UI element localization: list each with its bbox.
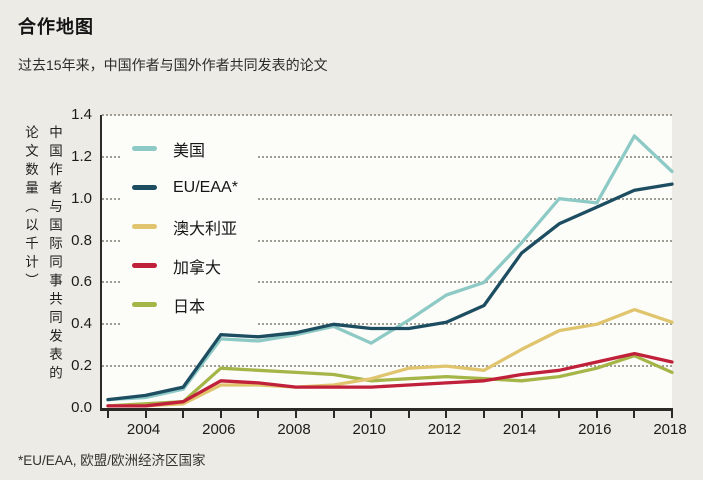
line-美国 [106,134,674,402]
x-tick-2010 [370,408,373,418]
x-tick-2013 [483,408,485,418]
legend-label: 日本 [173,298,206,316]
x-tick-2012 [445,408,448,418]
gridline-0.2 [102,365,672,368]
x-tick-label-2008: 2008 [277,421,311,438]
y-tick-label-1.2: 1.2 [71,147,92,165]
x-tick-label-2016: 2016 [578,421,612,438]
legend-label: 澳大利亚 [173,220,238,238]
chart-subtitle: 过去15年来，中国作者与国外作者共同发表的论文 [18,57,328,73]
x-tick-2015 [558,408,561,418]
gridline-0.8 [102,239,672,242]
x-tick-2017 [633,408,636,418]
y-tick-label-1.0: 1.0 [71,189,92,207]
x-tick-label-2010: 2010 [352,421,386,438]
legend-label: 美国 [173,142,206,160]
legend-label: 加拿大 [173,259,222,277]
legend-item-美国: 美国 [132,129,238,168]
y-tick-label-0.0: 0.0 [71,399,92,416]
x-tick-2008 [295,408,297,418]
legend-swatch-icon [132,302,157,307]
legend-item-加拿大: 加拿大 [132,246,238,285]
x-tick-2003 [107,408,109,418]
legend-swatch-icon [132,185,157,190]
legend-label: EU/EAA* [173,178,238,196]
x-tick-2006 [219,408,222,418]
line-日本 [106,354,674,408]
chart-area: 中国作者与国际同事共同发表的论文数量（以千计） 0.0 0.2 0.4 0.6 0.8 1… [0,105,703,450]
x-tick-label-2018: 2018 [653,421,687,438]
legend-item-EU/EAA*: EU/EAA* [132,168,238,207]
y-tick-label-0.2: 0.2 [71,357,92,375]
x-tick-2005 [182,408,185,418]
x-tick-2009 [332,408,335,418]
legend-item-日本: 日本 [132,285,238,324]
x-tick-label-2014: 2014 [502,421,537,438]
line-加拿大 [106,351,674,408]
plot-area: 美国 EU/EAA* 澳大利亚加拿大日本 [100,114,674,418]
data-lines [106,134,674,408]
x-tick-2016 [595,408,598,418]
gridline-0.6 [102,281,672,284]
x-tick-2014 [520,408,523,418]
legend-swatch-icon [132,146,157,151]
x-tick-label-2012: 2012 [427,421,462,438]
x-tick-2011 [407,408,410,418]
legend-swatch-icon [132,224,157,229]
chart-legend: 美国 EU/EAA* 澳大利亚加拿大日本 [120,121,256,332]
line-EU/EAA* [106,182,674,402]
gridline-1.4 [102,114,672,116]
page-title: 合作地图 [18,17,94,37]
y-tick-label-1.4: 1.4 [71,106,92,123]
x-tick-label-2006: 2006 [202,421,236,438]
line-澳大利亚 [106,307,674,408]
gridline-1.0 [102,197,672,200]
legend-swatch-icon [132,263,157,268]
gridline-0.4 [102,323,672,326]
y-tick-label-0.8: 0.8 [71,231,92,249]
gridline-1.2 [102,155,672,158]
x-tick-2007 [257,408,260,418]
x-tick-2004 [144,408,147,418]
legend-item-澳大利亚: 澳大利亚 [132,207,238,246]
y-axis-label: 中国作者与国际同事共同发表的论文数量（以千计） [23,125,62,384]
x-tick-2018 [671,408,673,418]
y-tick-label-0.6: 0.6 [71,273,92,291]
x-tick-label-2004: 2004 [126,421,161,438]
footnote: *EU/EAA, 欧盟/欧洲经济区国家 [18,453,206,468]
y-tick-label-0.4: 0.4 [71,315,92,333]
